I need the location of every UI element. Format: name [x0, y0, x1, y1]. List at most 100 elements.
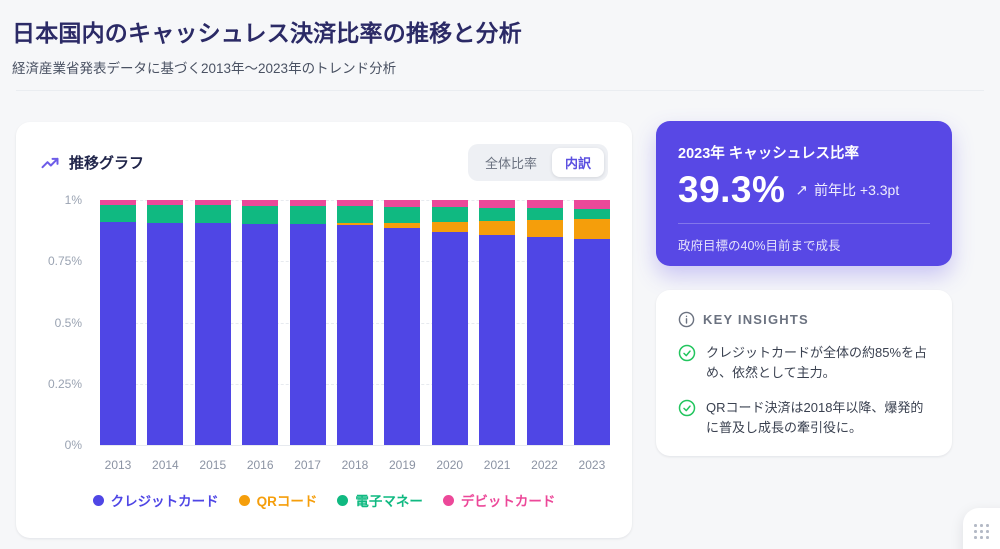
bar-2015[interactable]	[194, 200, 231, 445]
legend-label: 電子マネー	[355, 494, 423, 509]
arrow-up-right-icon: ↗	[795, 182, 808, 199]
bar-2019[interactable]	[384, 200, 421, 445]
segment-credit-2023	[573, 239, 610, 445]
x-axis-tick: 2018	[341, 458, 369, 472]
plot-area	[100, 200, 610, 446]
segment-emoney-2017	[289, 206, 326, 224]
segment-credit-2015	[194, 223, 231, 445]
key-insights-card: KEY INSIGHTS クレジットカードが全体の約85%を占め、依然として主力…	[656, 290, 952, 456]
chart-card-header: 推移グラフ 全体比率 内訳	[40, 144, 608, 181]
segment-debit-2016	[242, 200, 279, 206]
segment-emoney-2022	[526, 208, 563, 220]
segment-emoney-2023	[573, 208, 610, 220]
bar-2023[interactable]	[573, 200, 610, 445]
x-axis-tick: 2015	[199, 458, 227, 472]
segment-qr-2021	[479, 220, 516, 235]
insight-item: QRコード決済は2018年以降、爆発的に普及し成長の牽引役に。	[678, 398, 930, 438]
floating-widget-button[interactable]	[963, 508, 1000, 549]
x-axis-tick: 2020	[436, 458, 464, 472]
x-axis-tick: 2013	[104, 458, 132, 472]
x-axis-tick: 2017	[294, 458, 321, 472]
segment-debit-2021	[479, 200, 516, 208]
stat-delta: ↗ 前年比 +3.3pt	[795, 180, 899, 200]
insights-header: KEY INSIGHTS	[678, 311, 930, 328]
stat-row: 39.3% ↗ 前年比 +3.3pt	[678, 169, 930, 211]
stat-label: 2023年 キャッシュレス比率	[678, 146, 859, 162]
segment-qr-2019	[384, 223, 421, 228]
insights-title: KEY INSIGHTS	[703, 312, 809, 327]
bar-2017[interactable]	[289, 200, 326, 445]
segment-debit-2013	[100, 200, 136, 205]
y-axis-tick: 0.25%	[47, 376, 82, 391]
chart-title-wrap: 推移グラフ	[40, 152, 144, 173]
x-axis-tick: 2014	[152, 458, 179, 472]
chart-view-toggle: 全体比率 内訳	[467, 144, 608, 181]
segment-emoney-2021	[479, 207, 516, 221]
segment-debit-2017	[289, 200, 326, 207]
bar-2014[interactable]	[147, 200, 184, 445]
segment-credit-2022	[526, 237, 563, 445]
x-axis-labels: 2013 2014 2015 2016 2017 2018 2019 2020 2021 2022…	[100, 458, 610, 472]
trending-up-icon	[41, 157, 59, 168]
bars	[100, 200, 610, 445]
stat-footnote: 政府目標の40%目前まで成長	[678, 239, 841, 253]
segment-qr-2023	[573, 219, 610, 240]
insight-item: クレジットカードが全体の約85%を占め、依然として主力。	[678, 343, 930, 383]
segment-emoney-2019	[384, 206, 421, 224]
segment-debit-2014	[147, 200, 184, 205]
segment-credit-2020	[431, 232, 468, 445]
segment-debit-2023	[573, 200, 610, 209]
insight-text: QRコード決済は2018年以降、爆発的に普及し成長の牽引役に。	[706, 400, 924, 436]
trend-chart-card: 推移グラフ 全体比率 内訳 1% 0.75% 0.5% 0.25% 0% 2013 201…	[16, 122, 632, 538]
segment-credit-2021	[479, 234, 516, 445]
y-axis-tick: 0.75%	[47, 254, 82, 269]
bar-2021[interactable]	[479, 200, 516, 445]
segment-credit-2013	[100, 222, 136, 445]
segment-emoney-2018	[336, 206, 373, 224]
bar-2013[interactable]	[100, 200, 136, 445]
chart-legend: クレジットカード QRコード 電子マネー デビットカード	[40, 490, 608, 510]
tab-overall-ratio[interactable]: 全体比率	[484, 156, 537, 171]
segment-debit-2018	[336, 200, 373, 207]
legend-dot-icon	[337, 494, 349, 506]
y-axis-tick: 1%	[64, 193, 82, 207]
x-axis-tick: 2022	[531, 458, 558, 472]
segment-credit-2018	[336, 225, 373, 445]
tab-breakdown[interactable]: 内訳	[551, 148, 604, 177]
segment-qr-2020	[431, 221, 468, 233]
check-circle-icon	[678, 344, 696, 362]
bar-2020[interactable]	[431, 200, 468, 445]
page-title: 日本国内のキャッシュレス決済比率の推移と分析	[12, 20, 522, 46]
grip-dots-icon	[974, 524, 990, 540]
check-circle-icon	[678, 400, 696, 417]
legend-item-qr: QRコード	[238, 490, 318, 510]
insight-text: クレジットカードが全体の約85%を占め、依然として主力。	[706, 345, 928, 381]
legend-dot-icon	[238, 494, 250, 506]
x-axis-tick: 2016	[246, 458, 274, 472]
segment-credit-2017	[289, 223, 326, 445]
bar-2016[interactable]	[242, 200, 279, 445]
segment-credit-2016	[242, 223, 279, 445]
legend-label: デビットカード	[460, 494, 556, 509]
y-axis-tick: 0%	[64, 438, 82, 452]
x-axis-tick: 2023	[578, 458, 606, 472]
y-axis-labels: 1% 0.75% 0.5% 0.25% 0%	[40, 193, 92, 452]
info-icon	[678, 311, 695, 328]
bar-2022[interactable]	[526, 200, 563, 445]
y-axis-tick: 0.5%	[54, 315, 82, 330]
gridline	[100, 445, 610, 446]
segment-debit-2015	[194, 200, 231, 206]
segment-debit-2022	[526, 200, 563, 209]
segment-emoney-2013	[100, 204, 136, 223]
segment-qr-2018	[336, 223, 373, 225]
segment-emoney-2016	[242, 205, 279, 224]
segment-credit-2019	[384, 227, 421, 445]
legend-dot-icon	[92, 494, 104, 506]
segment-credit-2014	[147, 222, 184, 445]
legend-label: QRコード	[256, 494, 318, 509]
page-header: 日本国内のキャッシュレス決済比率の推移と分析 経済産業省発表データに基づく201…	[0, 0, 1000, 77]
legend-label: クレジットカード	[110, 494, 219, 509]
segment-emoney-2020	[431, 207, 468, 222]
bar-2018[interactable]	[336, 200, 373, 445]
